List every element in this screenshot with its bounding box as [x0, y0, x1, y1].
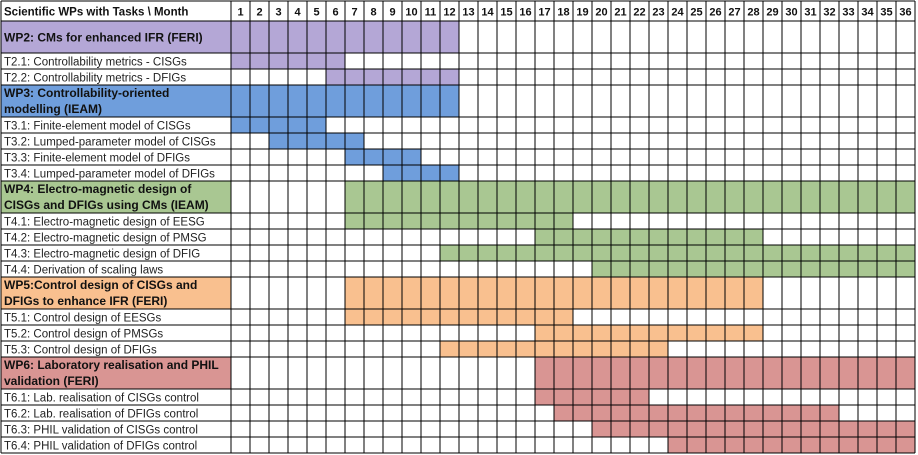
wp-label: WP5:Control design of CISGs and DFIGs to …	[4, 278, 197, 308]
task-bar	[269, 133, 364, 149]
month-7: 7	[351, 7, 357, 19]
month-4: 4	[294, 7, 301, 19]
month-15: 15	[500, 7, 512, 19]
month-18: 18	[557, 7, 569, 19]
month-3: 3	[275, 7, 281, 19]
month-17: 17	[538, 7, 550, 19]
month-9: 9	[389, 7, 395, 19]
month-22: 22	[633, 7, 645, 19]
month-20: 20	[595, 7, 607, 19]
task-bar	[592, 261, 915, 277]
wp-label-cell	[1, 277, 231, 309]
wp-label: WP3: Controllability-oriented modelling (…	[4, 86, 169, 116]
task-bar	[440, 245, 915, 261]
task-label: T5.1: Control design of EESGs	[4, 313, 161, 325]
wp-label-cell	[1, 85, 231, 117]
task-label: T4.2: Electro-magnetic design of PMSG	[4, 233, 207, 245]
month-2: 2	[256, 7, 262, 19]
task-label: T6.1: Lab. realisation of CISGs control	[4, 393, 199, 405]
month-6: 6	[332, 7, 338, 19]
month-5: 5	[313, 7, 319, 19]
task-label: T3.1: Finite-element model of CISGs	[4, 121, 191, 133]
month-1: 1	[237, 7, 243, 19]
wp-label-cell	[1, 357, 231, 389]
task-label: T3.3: Finite-element model of DFIGs	[4, 153, 190, 165]
month-12: 12	[443, 7, 455, 19]
task-label: T6.2: Lab. realisation of DFIGs control	[4, 409, 198, 421]
task-label: T4.1: Electro-magnetic design of EESG	[4, 217, 205, 229]
month-26: 26	[709, 7, 721, 19]
header-label: Scientific WPs with Tasks \ Month	[4, 7, 188, 19]
month-11: 11	[425, 7, 437, 19]
task-label: T3.2: Lumped-parameter model of CISGs	[4, 137, 216, 149]
task-label: T4.4: Derivation of scaling laws	[4, 265, 163, 277]
month-29: 29	[766, 7, 778, 19]
task-label: T5.3: Control design of DFIGs	[4, 345, 157, 357]
task-bar	[592, 421, 915, 437]
month-36: 36	[899, 7, 911, 19]
header-cell	[1, 1, 231, 21]
month-16: 16	[519, 7, 531, 19]
task-label: T2.2: Controllability metrics - DFIGs	[4, 73, 186, 85]
task-bar	[231, 117, 326, 133]
month-24: 24	[671, 7, 684, 19]
month-27: 27	[728, 7, 740, 19]
month-28: 28	[747, 7, 759, 19]
month-31: 31	[804, 7, 816, 19]
month-35: 35	[880, 7, 892, 19]
month-33: 33	[842, 7, 854, 19]
month-8: 8	[370, 7, 376, 19]
wp-label-cell	[1, 181, 231, 213]
month-10: 10	[405, 7, 417, 19]
label-layer: Scientific WPs with Tasks \ Month 1 2 3 4 5 6 7…	[4, 7, 912, 453]
task-label: T5.2: Control design of PMSGs	[4, 329, 163, 341]
task-label: T6.3: PHIL validation of CISGs control	[4, 425, 198, 437]
task-label: T4.3: Electro-magnetic design of DFIG	[4, 249, 200, 261]
month-13: 13	[462, 7, 474, 19]
task-label: T3.4: Lumped-parameter model of DFIGs	[4, 169, 215, 181]
month-30: 30	[785, 7, 797, 19]
task-bar	[326, 69, 459, 85]
task-label: T2.1: Controllability metrics - CISGs	[4, 57, 187, 69]
wp-label: WP4: Electro-magnetic design of CISGs and…	[4, 182, 209, 212]
wp-label: WP2: CMs for enhanced IFR (FERI)	[4, 31, 203, 45]
month-32: 32	[823, 7, 835, 19]
month-19: 19	[576, 7, 588, 19]
month-14: 14	[481, 7, 494, 19]
month-21: 21	[614, 7, 626, 19]
task-bar	[554, 405, 839, 421]
month-23: 23	[652, 7, 664, 19]
wp-label: WP6: Laboratory realisation and PHIL vali…	[4, 358, 219, 388]
task-label: T6.4: PHIL validation of DFIGs control	[4, 441, 197, 453]
wp-label-cell	[1, 21, 231, 53]
month-34: 34	[861, 7, 874, 19]
task-bar	[668, 437, 915, 453]
month-25: 25	[690, 7, 702, 19]
